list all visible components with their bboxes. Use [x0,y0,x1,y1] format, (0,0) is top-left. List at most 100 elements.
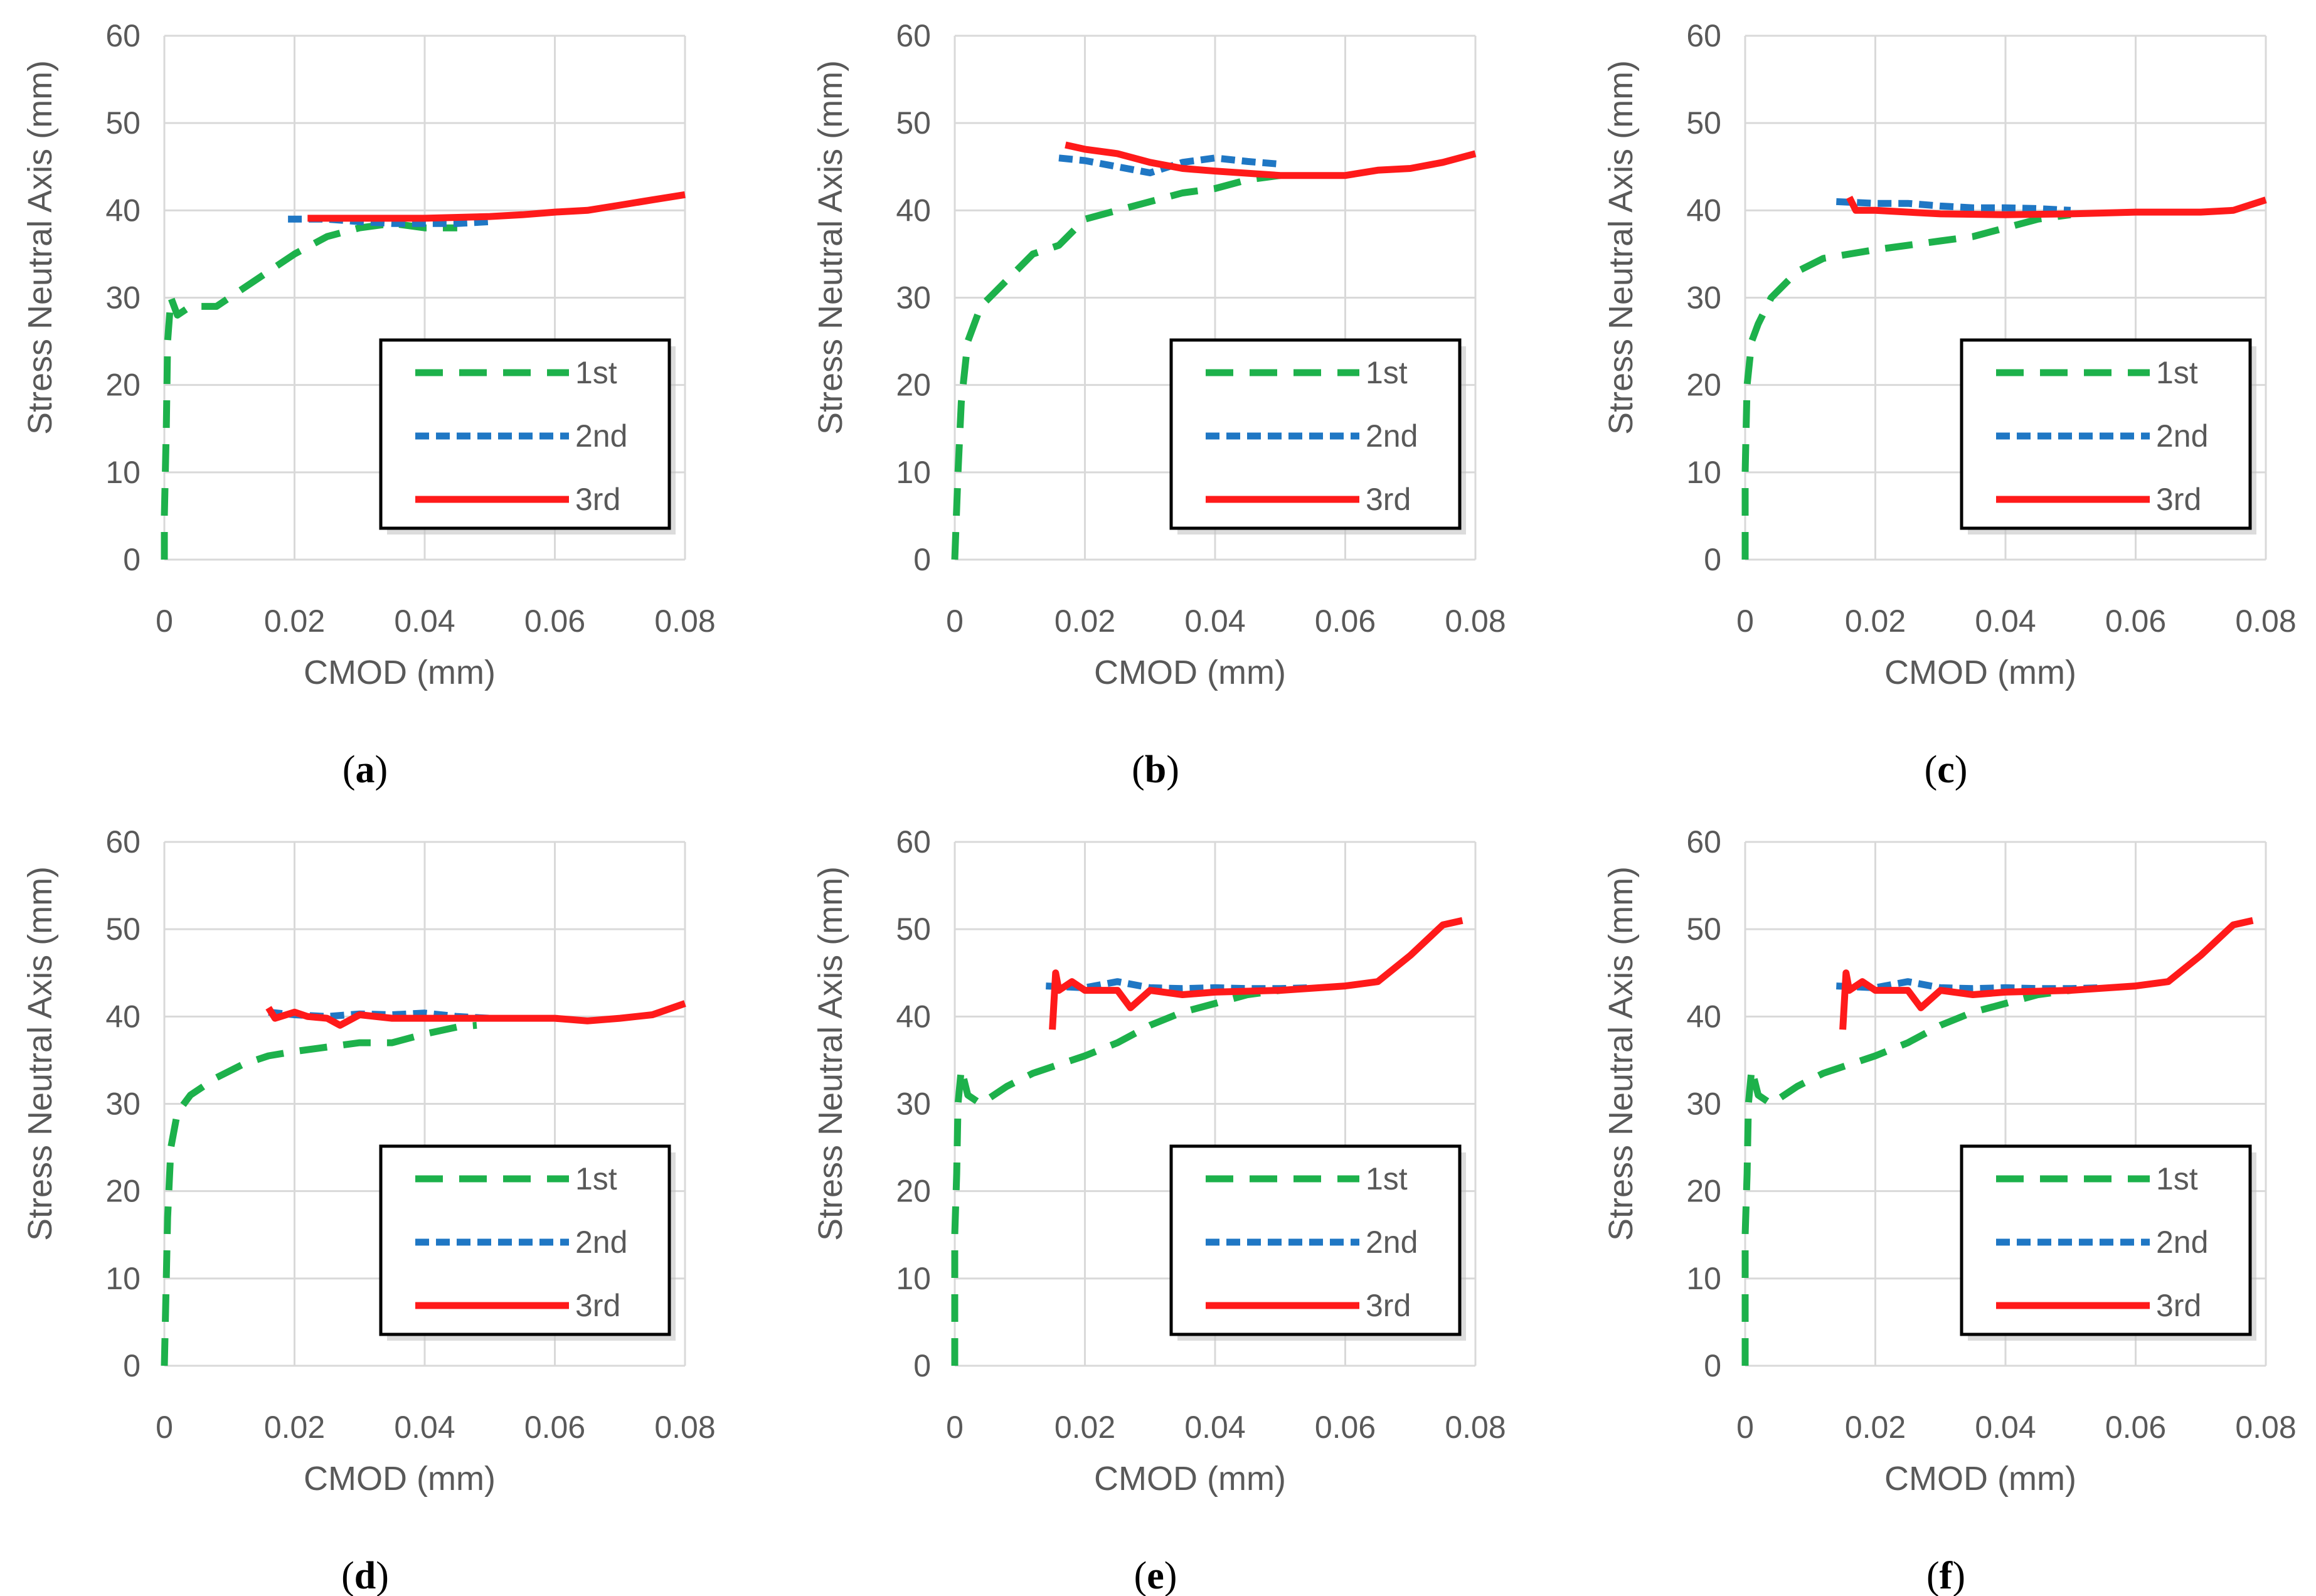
chart-c-series-2nd [1836,198,2071,214]
chart-c-ytick-1: 10 [1686,455,1721,490]
chart-d-xtick-0: 0 [156,1410,173,1445]
chart-f-series-1st [1741,987,2071,1366]
chart-d-legend-label-2nd: 2nd [575,1225,627,1260]
chart-b-legend-label-3rd: 3rd [1366,482,1411,517]
chart-a-ytick-3: 30 [105,280,141,316]
chart-f-ylabel: Stress Neutral Axis (mm) [1602,866,1640,1241]
chart-e-ytick-3: 30 [896,1087,931,1122]
chart-e-ytick-5: 50 [896,912,931,947]
chart-b-panel-letter: b [1145,748,1166,791]
chart-e-panel-label: (e) [1134,1555,1177,1596]
chart-b-legend-label-1st: 1st [1366,355,1408,390]
chart-d-ytick-2: 20 [105,1174,141,1209]
chart-d-xtick-3: 0.06 [524,1410,585,1445]
chart-a-series-3rd [307,191,686,222]
chart-f-ytick-1: 10 [1686,1261,1721,1296]
chart-f-xtick-2: 0.04 [1975,1410,2036,1445]
chart-b-xtick-3: 0.06 [1315,604,1376,639]
chart-b-xtick-2: 0.04 [1184,604,1245,639]
chart-e-ytick-0: 0 [913,1348,931,1383]
chart-a-xlabel: CMOD (mm) [304,654,496,691]
chart-b-ytick-5: 50 [896,105,931,141]
chart-c-ytick-0: 0 [1704,542,1721,577]
chart-a-legend-label-2nd: 2nd [575,418,627,454]
chart-a-ytick-4: 40 [105,193,141,228]
chart-d-ytick-1: 10 [105,1261,141,1296]
chart-d-legend: 1st 2nd 3rd [379,1144,676,1341]
chart-b-xtick-0: 0 [946,604,964,639]
chart-a-xtick-0: 0 [156,604,173,639]
chart-b-xtick-1: 0.02 [1054,604,1115,639]
chart-a-xtick-2: 0.04 [394,604,455,639]
chart-e-ytick-2: 20 [896,1174,931,1209]
chart-c-panel-letter: c [1937,748,1955,791]
chart-e: 0 10 20 30 40 50 60 0 0.02 0.04 0.06 0.08 CMOD (mm) S… [812,824,1506,1596]
chart-e-legend-label-3rd: 3rd [1366,1288,1411,1323]
chart-b-ytick-3: 30 [896,280,931,316]
chart-c-legend-label-3rd: 3rd [2156,482,2201,517]
chart-e-ytick-4: 40 [896,999,931,1034]
chart-d-ytick-0: 0 [123,1348,141,1383]
chart-d: 0 10 20 30 40 50 60 0 0.02 0.04 0.06 0.08 CMOD (mm) S… [21,824,716,1596]
chart-c: 0 10 20 30 40 50 60 0 0.02 0.04 0.06 0.08 CMOD (mm) S… [1602,18,2297,791]
chart-c-ytick-4: 40 [1686,193,1721,228]
chart-d-panel-label: (d) [341,1555,389,1596]
chart-b-xlabel: CMOD (mm) [1094,654,1286,691]
chart-b-ytick-1: 10 [896,455,931,490]
chart-c-xtick-4: 0.08 [2235,604,2296,639]
chart-a-ytick-2: 20 [105,368,141,403]
chart-b-xtick-4: 0.08 [1445,604,1506,639]
chart-e-series-2nd [1046,978,1313,992]
chart-c-xtick-3: 0.06 [2105,604,2166,639]
chart-d-ytick-5: 50 [105,912,141,947]
chart-f-legend: 1st 2nd 3rd [1960,1144,2256,1341]
chart-c-ytick-3: 30 [1686,280,1721,316]
chart-d-ylabel: Stress Neutral Axis (mm) [21,866,59,1241]
chart-c-xlabel: CMOD (mm) [1884,654,2076,691]
chart-f-legend-label-3rd: 3rd [2156,1288,2201,1323]
chart-e-legend: 1st 2nd 3rd [1169,1144,1466,1341]
chart-f-ytick-6: 60 [1686,824,1721,859]
chart-a-ytick-5: 50 [105,105,141,141]
chart-e-xtick-1: 0.02 [1054,1410,1115,1445]
chart-a-ytick-0: 0 [123,542,141,577]
chart-a-panel-letter: a [356,748,375,791]
chart-b-ylabel: Stress Neutral Axis (mm) [812,60,849,435]
chart-c-xtick-2: 0.04 [1975,604,2036,639]
chart-a-legend: 1st 2nd 3rd [379,338,676,535]
chart-d-ytick-3: 30 [105,1087,141,1122]
chart-f-legend-label-1st: 1st [2156,1161,2198,1196]
chart-f-ytick-0: 0 [1704,1348,1721,1383]
chart-d-series-1st [161,1021,477,1366]
chart-e-panel-letter: e [1147,1555,1164,1596]
chart-f-ytick-4: 40 [1686,999,1721,1034]
chart-e-legend-label-2nd: 2nd [1366,1225,1418,1260]
chart-b-ytick-4: 40 [896,193,931,228]
chart-f: 0 10 20 30 40 50 60 0 0.02 0.04 0.06 0.08 CMOD (mm) S… [1602,824,2297,1596]
chart-e-xtick-2: 0.04 [1184,1410,1245,1445]
chart-e-legend-label-1st: 1st [1366,1161,1408,1196]
chart-d-series-3rd [265,1000,686,1029]
chart-d-panel-letter: d [354,1555,376,1596]
chart-f-series-3rd [1839,917,2254,1030]
chart-a-series-2nd [288,215,491,227]
chart-e-xlabel: CMOD (mm) [1094,1460,1286,1498]
chart-d-legend-label-3rd: 3rd [575,1288,620,1323]
chart-c-legend-label-2nd: 2nd [2156,418,2208,454]
chart-f-ytick-3: 30 [1686,1087,1721,1122]
chart-b-grid [953,35,1477,561]
chart-f-xtick-3: 0.06 [2105,1410,2166,1445]
chart-a: 0 10 20 30 40 50 60 0 0.02 0.04 0.06 0.08 CMOD (mm) S… [21,18,716,791]
chart-f-panel-letter: f [1940,1555,1953,1596]
chart-f-xtick-4: 0.08 [2235,1410,2296,1445]
chart-f-ytick-2: 20 [1686,1174,1721,1209]
chart-b-series-3rd [1065,141,1477,179]
chart-c-legend-label-1st: 1st [2156,355,2198,390]
chart-c-xtick-0: 0 [1736,604,1754,639]
chart-c-series-1st [1741,211,2071,560]
chart-b-ytick-0: 0 [913,542,931,577]
chart-f-ytick-5: 50 [1686,912,1721,947]
chart-c-ytick-6: 60 [1686,18,1721,53]
chart-d-xtick-4: 0.08 [654,1410,715,1445]
